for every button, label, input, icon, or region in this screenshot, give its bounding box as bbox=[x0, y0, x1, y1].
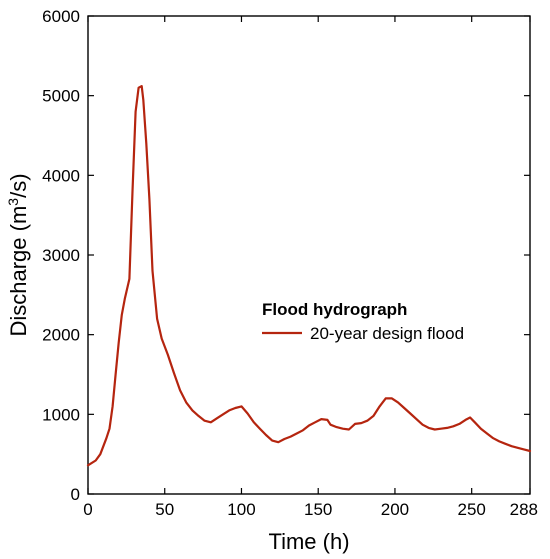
x-tick-label-200: 200 bbox=[381, 500, 409, 519]
y-tick-label-2000: 2000 bbox=[42, 326, 80, 345]
y-axis-title-tail: /s) bbox=[6, 173, 31, 197]
legend-label-20-year-design-flood: 20-year design flood bbox=[310, 324, 464, 343]
x-tick-label-0: 0 bbox=[83, 500, 92, 519]
y-tick-label-1000: 1000 bbox=[42, 405, 80, 424]
x-tick-label-50: 50 bbox=[155, 500, 174, 519]
series-line-20-year-design-flood bbox=[86, 85, 532, 467]
y-tick-label-4000: 4000 bbox=[42, 166, 80, 185]
x-axis-title: Time (h) bbox=[268, 529, 349, 554]
y-axis-title: Discharge (m3/s) bbox=[5, 173, 31, 336]
y-tick-label-6000: 6000 bbox=[42, 7, 80, 26]
y-axis-title-superscript: 3 bbox=[5, 198, 21, 206]
series-layer bbox=[86, 85, 532, 467]
x-tick-label-100: 100 bbox=[227, 500, 255, 519]
y-axis-title-main: Discharge (m bbox=[6, 206, 31, 337]
x-tick-label-288: 288 bbox=[510, 500, 538, 519]
y-tick-label-3000: 3000 bbox=[42, 246, 80, 265]
y-axis: 0 1000 2000 3000 4000 5000 6000 bbox=[42, 7, 530, 504]
y-tick-label-0: 0 bbox=[71, 485, 80, 504]
x-axis: 0 50 100 150 200 250 288 bbox=[83, 16, 538, 519]
legend: Flood hydrograph 20-year design flood bbox=[262, 300, 464, 343]
x-tick-label-150: 150 bbox=[304, 500, 332, 519]
legend-title: Flood hydrograph bbox=[262, 300, 407, 319]
x-tick-label-250: 250 bbox=[457, 500, 485, 519]
y-tick-label-5000: 5000 bbox=[42, 87, 80, 106]
